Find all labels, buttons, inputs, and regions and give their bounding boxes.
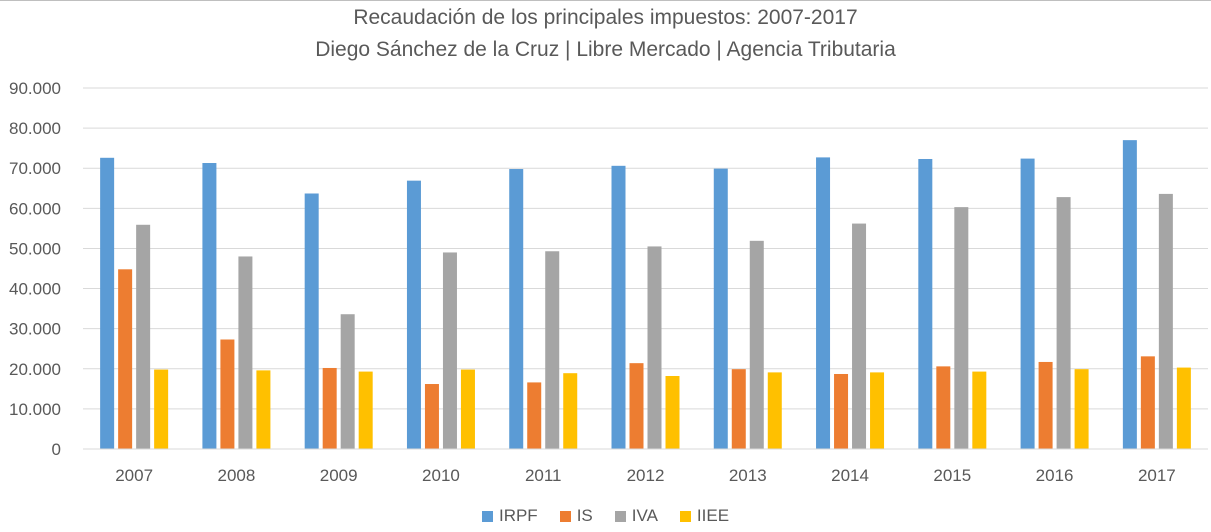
bar-is-2016	[1038, 361, 1053, 449]
y-tick-label: 90.000	[9, 79, 61, 98]
bar-is-2009	[322, 367, 337, 449]
legend-swatch	[679, 510, 691, 522]
bar-irpf-2014	[816, 157, 831, 450]
bar-iiee-2013	[767, 372, 782, 449]
bar-irpf-2009	[304, 193, 319, 449]
bar-iiee-2014	[870, 372, 885, 449]
bar-irpf-2016	[1020, 158, 1035, 449]
bar-irpf-2011	[509, 169, 524, 449]
bar-is-2013	[731, 369, 746, 449]
bar-iiee-2009	[358, 371, 373, 449]
bar-iiee-2016	[1074, 369, 1089, 449]
chart-title: Recaudación de los principales impuestos…	[353, 6, 858, 29]
y-tick-label: 60.000	[9, 199, 61, 218]
bar-irpf-2008	[202, 163, 217, 449]
legend-label: IRPF	[498, 506, 538, 525]
bar-irpf-2007	[100, 157, 115, 449]
bar-iiee-2015	[972, 371, 987, 449]
x-tick-label: 2009	[320, 466, 358, 485]
bar-irpf-2010	[406, 180, 421, 449]
x-tick-label: 2011	[525, 466, 562, 485]
bar-is-2017	[1140, 356, 1155, 449]
bar-irpf-2015	[918, 158, 933, 449]
bar-iva-2012	[647, 246, 662, 449]
bar-iva-2007	[136, 224, 151, 449]
bar-iva-2008	[238, 256, 253, 449]
legend-label: IIEE	[696, 506, 730, 525]
bar-iva-2017	[1158, 193, 1173, 449]
legend-item-iiee: IIEE	[679, 506, 730, 526]
legend-label: IVA	[631, 506, 658, 525]
bar-is-2008	[220, 339, 235, 449]
bar-iiee-2012	[665, 375, 680, 449]
bar-is-2014	[834, 373, 849, 449]
bar-iiee-2010	[460, 369, 475, 449]
x-tick-label: 2015	[933, 466, 971, 485]
y-tick-label: 50.000	[9, 239, 61, 258]
legend-swatch	[559, 510, 571, 522]
x-tick-label: 2007	[115, 466, 153, 485]
bar-iva-2011	[545, 251, 560, 449]
legend-item-is: IS	[559, 506, 593, 526]
legend-label: IS	[576, 506, 593, 525]
x-tick-label: 2013	[729, 466, 767, 485]
bar-is-2007	[118, 269, 133, 449]
bar-iiee-2017	[1176, 367, 1191, 449]
bar-iiee-2008	[256, 370, 271, 449]
bar-irpf-2017	[1122, 140, 1137, 449]
y-tick-label: 80.000	[9, 119, 61, 138]
bar-iiee-2011	[563, 373, 578, 449]
x-tick-label: 2010	[422, 466, 460, 485]
bar-iva-2009	[340, 314, 355, 449]
x-tick-label: 2017	[1138, 466, 1176, 485]
y-tick-label: 30.000	[9, 320, 61, 339]
x-tick-label: 2008	[217, 466, 255, 485]
top-border	[0, 0, 1211, 1]
y-tick-label: 10.000	[9, 400, 61, 419]
bar-is-2010	[424, 384, 439, 449]
chart-subtitle: Diego Sánchez de la Cruz | Libre Mercado…	[315, 38, 896, 61]
y-tick-label: 40.000	[9, 280, 61, 299]
bar-iva-2014	[852, 223, 867, 449]
x-tick-label: 2014	[831, 466, 869, 485]
legend-item-iva: IVA	[614, 506, 658, 526]
bar-is-2015	[936, 366, 951, 449]
bar-irpf-2013	[713, 168, 728, 449]
y-tick-label: 0	[52, 440, 61, 459]
y-tick-label: 20.000	[9, 360, 61, 379]
x-tick-label: 2012	[627, 466, 665, 485]
y-tick-label: 70.000	[9, 159, 61, 178]
bar-iva-2013	[749, 240, 764, 449]
bar-is-2012	[629, 363, 644, 449]
bar-iva-2015	[954, 207, 969, 449]
bar-iva-2010	[442, 252, 457, 449]
legend-swatch	[614, 510, 626, 522]
bar-is-2011	[527, 382, 542, 449]
bar-iiee-2007	[154, 369, 169, 449]
x-tick-label: 2016	[1036, 466, 1074, 485]
bar-iva-2016	[1056, 197, 1071, 449]
legend-swatch	[481, 510, 493, 522]
chart-legend: IRPF IS IVA IIEE	[0, 506, 1211, 526]
legend-item-irpf: IRPF	[481, 506, 538, 526]
bar-irpf-2012	[611, 165, 626, 449]
